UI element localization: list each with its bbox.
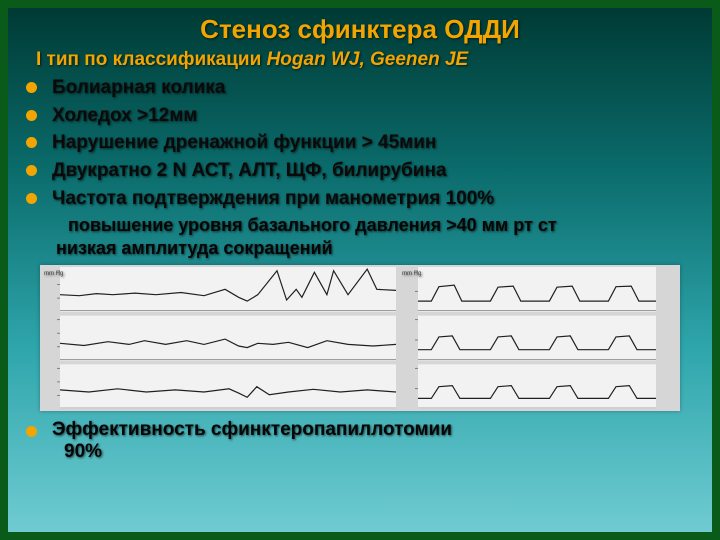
svg-text:mm Hg: mm Hg [44, 271, 63, 277]
bullet-list: Болиарная колика Холедох >12мм Нарушение… [8, 75, 712, 211]
slide-title: Стеноз сфинктера ОДДИ [8, 14, 712, 45]
manometry-chart: mm Hg mm Hg [40, 265, 680, 411]
subtitle-prefix: I тип по классификации [36, 49, 267, 70]
bullet-item: Болиарная колика [48, 75, 712, 101]
slide: Стеноз сфинктера ОДДИ I тип по классифик… [0, 0, 720, 540]
subline-2: низкая амплитуда сокращений [56, 238, 712, 259]
subtitle-authors: Hogan WJ, Geenen JE [267, 49, 469, 70]
chart-svg: mm Hg mm Hg [40, 265, 680, 411]
effectiveness-label: Эффективность сфинктеропапиллотомии [48, 419, 712, 441]
slide-subtitle: I тип по классификации Hogan WJ, Geenen … [36, 49, 712, 71]
bullet-item: Двукратно 2 N АСТ, АЛТ, ЩФ, билирубина [48, 158, 712, 184]
effectiveness-block: Эффективность сфинктеропапиллотомии 90% [48, 419, 712, 463]
svg-text:mm Hg: mm Hg [402, 271, 421, 277]
bullet-item: Нарушение дренажной функции > 45мин [48, 130, 712, 156]
bullet-item: Частота подтверждения при манометрия 100… [48, 186, 712, 212]
effectiveness-percent: 90% [64, 441, 712, 463]
bullet-item: Холедох >12мм [48, 103, 712, 129]
subline-1: повышение уровня базального давления >40… [68, 215, 712, 236]
